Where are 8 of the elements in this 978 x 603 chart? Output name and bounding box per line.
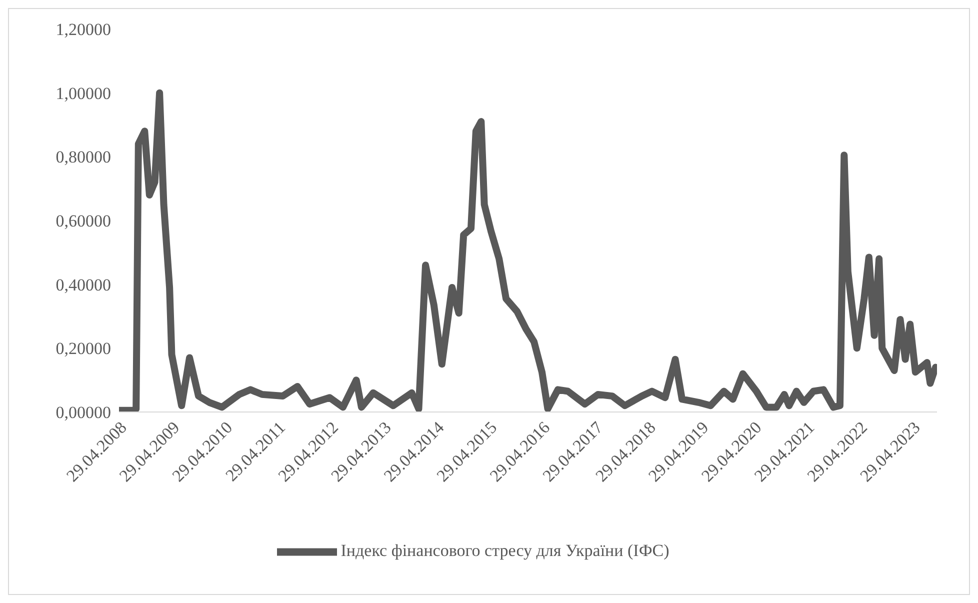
y-tick-label: 0,60000 — [56, 212, 111, 231]
y-tick-label: 0,40000 — [56, 275, 111, 294]
y-tick-label: 1,20000 — [56, 20, 111, 40]
y-tick-label: 0,80000 — [56, 148, 111, 167]
y-tick-label: 0,20000 — [56, 339, 111, 358]
y-tick-label: 1,00000 — [56, 84, 111, 103]
legend-label: Індекс фінансового стресу для України (ІФС) — [340, 540, 670, 560]
y-tick-label: 0,00000 — [56, 403, 111, 422]
